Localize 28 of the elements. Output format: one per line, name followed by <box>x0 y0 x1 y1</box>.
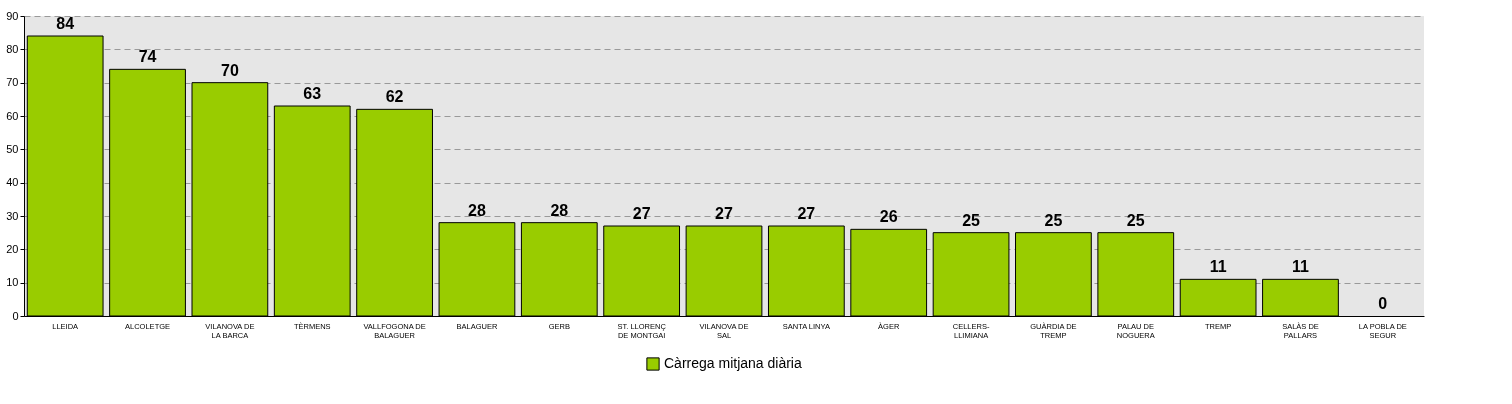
data-label: 27 <box>715 205 733 222</box>
data-label: 62 <box>385 88 404 106</box>
y-tick-label: 60 <box>6 109 19 122</box>
y-tick-label: 40 <box>6 176 19 189</box>
y-tick-label: 70 <box>6 76 19 89</box>
data-label: 11 <box>1209 258 1227 276</box>
data-label: 70 <box>220 61 239 79</box>
data-label: 84 <box>56 15 75 32</box>
y-tick-label: 0 <box>12 309 19 322</box>
data-label: 28 <box>550 201 569 219</box>
data-label: 63 <box>303 85 322 102</box>
y-tick-label: 20 <box>6 242 19 255</box>
data-label: 28 <box>468 201 486 219</box>
data-label: 25 <box>1044 211 1063 229</box>
data-label: 11 <box>1292 258 1310 276</box>
data-label: 27 <box>797 205 816 222</box>
y-tick-label: 50 <box>6 142 19 155</box>
y-tick-label: 30 <box>6 209 19 222</box>
data-label: 26 <box>879 208 898 226</box>
data-label: 0 <box>1378 295 1388 312</box>
data-label: 74 <box>138 48 157 66</box>
y-tick-label: 90 <box>6 9 19 22</box>
data-label: 25 <box>962 211 981 229</box>
data-label: 25 <box>1126 211 1145 229</box>
y-tick-label: 10 <box>6 276 19 289</box>
data-label: 27 <box>632 205 651 222</box>
legend-label: Càrrega mitjana diària <box>664 355 802 371</box>
y-tick-label: 80 <box>6 42 19 55</box>
